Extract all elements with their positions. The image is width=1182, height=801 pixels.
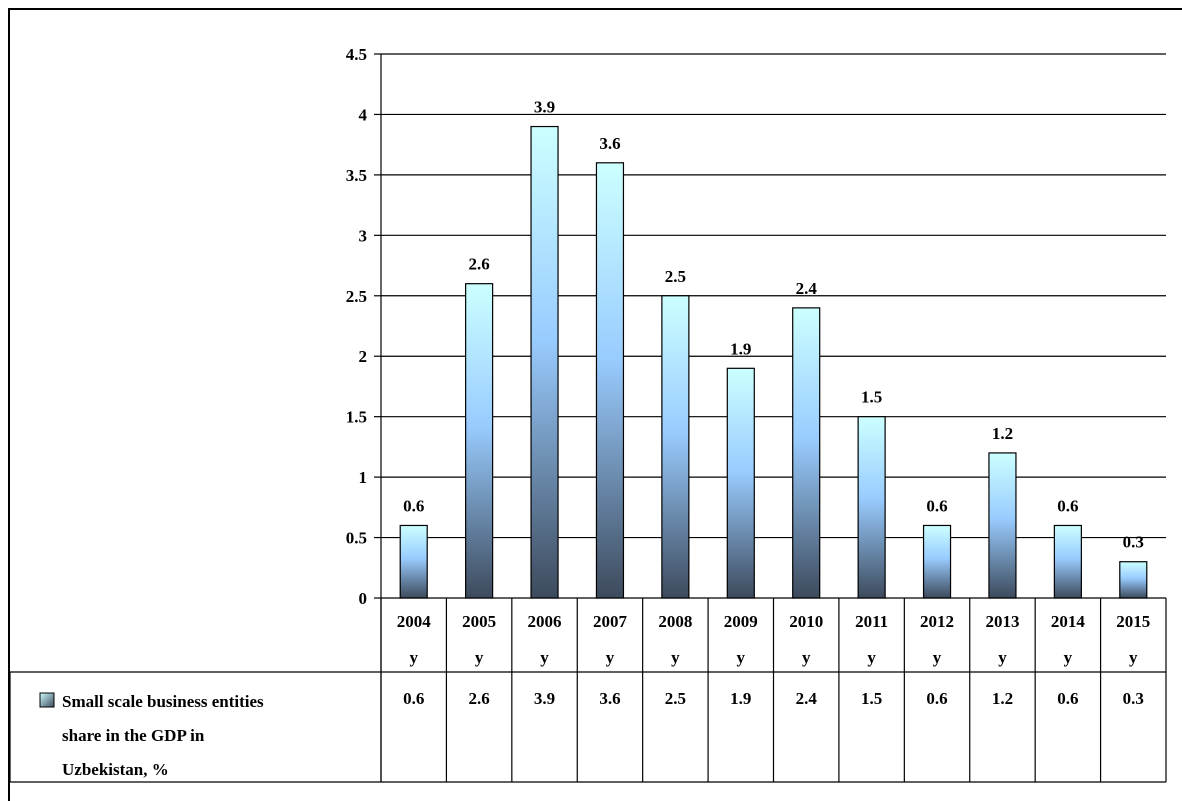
data-label: 1.2 <box>992 424 1013 443</box>
category-label-suffix: y <box>1129 648 1138 667</box>
category-label-suffix: y <box>606 648 615 667</box>
category-label-year: 2008 <box>658 612 692 631</box>
data-label: 2.6 <box>469 255 490 274</box>
data-label: 1.5 <box>861 388 882 407</box>
data-label: 1.9 <box>730 339 751 358</box>
category-label-year: 2004 <box>397 612 432 631</box>
y-tick-label: 3 <box>359 226 368 245</box>
bar <box>1053 524 1082 599</box>
data-table: 2004 y 2005 y 2006 y 2007 y 2008 y 2009 y 2010 y 2011 y… <box>9 598 1167 783</box>
table-value: 0.6 <box>926 689 947 708</box>
legend-label: Uzbekistan, % <box>62 760 169 779</box>
category-label-year: 2009 <box>724 612 758 631</box>
category-label-suffix: y <box>671 648 680 667</box>
table-value: 0.6 <box>1057 689 1078 708</box>
table-value: 3.6 <box>599 689 620 708</box>
bar <box>857 416 886 599</box>
category-label-year: 2012 <box>920 612 954 631</box>
bar <box>530 125 559 599</box>
table-value: 2.4 <box>796 689 818 708</box>
y-tick-label: 1.5 <box>346 408 367 427</box>
data-label: 0.6 <box>403 496 424 515</box>
bar <box>661 295 690 599</box>
category-label-suffix: y <box>409 648 418 667</box>
bar <box>595 162 625 599</box>
bar <box>792 307 821 599</box>
table-value: 1.2 <box>992 689 1013 708</box>
category-label-suffix: y <box>802 648 811 667</box>
table-value: 2.6 <box>469 689 490 708</box>
bar <box>1119 561 1148 599</box>
table-value: 3.9 <box>534 689 555 708</box>
data-label: 3.6 <box>599 134 620 153</box>
bar <box>465 283 494 599</box>
bars-layer <box>399 125 1148 599</box>
data-label: 3.9 <box>534 98 555 117</box>
category-label-suffix: y <box>867 648 876 667</box>
category-label-suffix: y <box>737 648 746 667</box>
y-tick-label: 1 <box>359 468 368 487</box>
legend-label: share in the GDP in <box>62 726 205 745</box>
category-label-year: 2010 <box>789 612 823 631</box>
table-value: 1.9 <box>730 689 751 708</box>
y-tick-label: 0 <box>359 589 368 608</box>
category-label-year: 2014 <box>1051 612 1086 631</box>
table-value: 2.5 <box>665 689 686 708</box>
category-label-suffix: y <box>1064 648 1073 667</box>
data-label: 2.5 <box>665 267 686 286</box>
legend-key-icon <box>39 692 55 708</box>
category-label-year: 2005 <box>462 612 496 631</box>
table-value: 1.5 <box>861 689 882 708</box>
category-label-suffix: y <box>540 648 549 667</box>
labels-layer: 0 0.5 1 1.5 2 2.5 3 3.5 4 4.5 0.6 2.6 3.9 3.6 2.5 1.9 2.… <box>346 45 1144 608</box>
y-tick-label: 2 <box>359 347 368 366</box>
bar <box>922 524 952 599</box>
table-value: 0.3 <box>1123 689 1144 708</box>
y-tick-label: 4 <box>359 105 368 124</box>
bar <box>399 524 428 599</box>
table-value: 0.6 <box>403 689 424 708</box>
y-tick-label: 4.5 <box>346 45 367 64</box>
category-label-suffix: y <box>998 648 1007 667</box>
category-label-year: 2006 <box>528 612 562 631</box>
y-tick-label: 3.5 <box>346 166 367 185</box>
category-label-year: 2007 <box>593 612 628 631</box>
chart-frame <box>8 8 1182 801</box>
category-label-suffix: y <box>475 648 484 667</box>
bar <box>988 452 1017 599</box>
data-label: 2.4 <box>796 279 818 298</box>
category-label-year: 2011 <box>855 612 888 631</box>
category-label-suffix: y <box>933 648 942 667</box>
bar <box>726 367 755 599</box>
data-label: 0.3 <box>1123 533 1144 552</box>
legend-label: Small scale business entities <box>62 692 264 711</box>
category-label-year: 2013 <box>985 612 1019 631</box>
data-label: 0.6 <box>926 496 947 515</box>
data-label: 0.6 <box>1057 496 1078 515</box>
y-tick-label: 2.5 <box>346 287 367 306</box>
y-tick-label: 0.5 <box>346 529 367 548</box>
category-label-year: 2015 <box>1116 612 1150 631</box>
